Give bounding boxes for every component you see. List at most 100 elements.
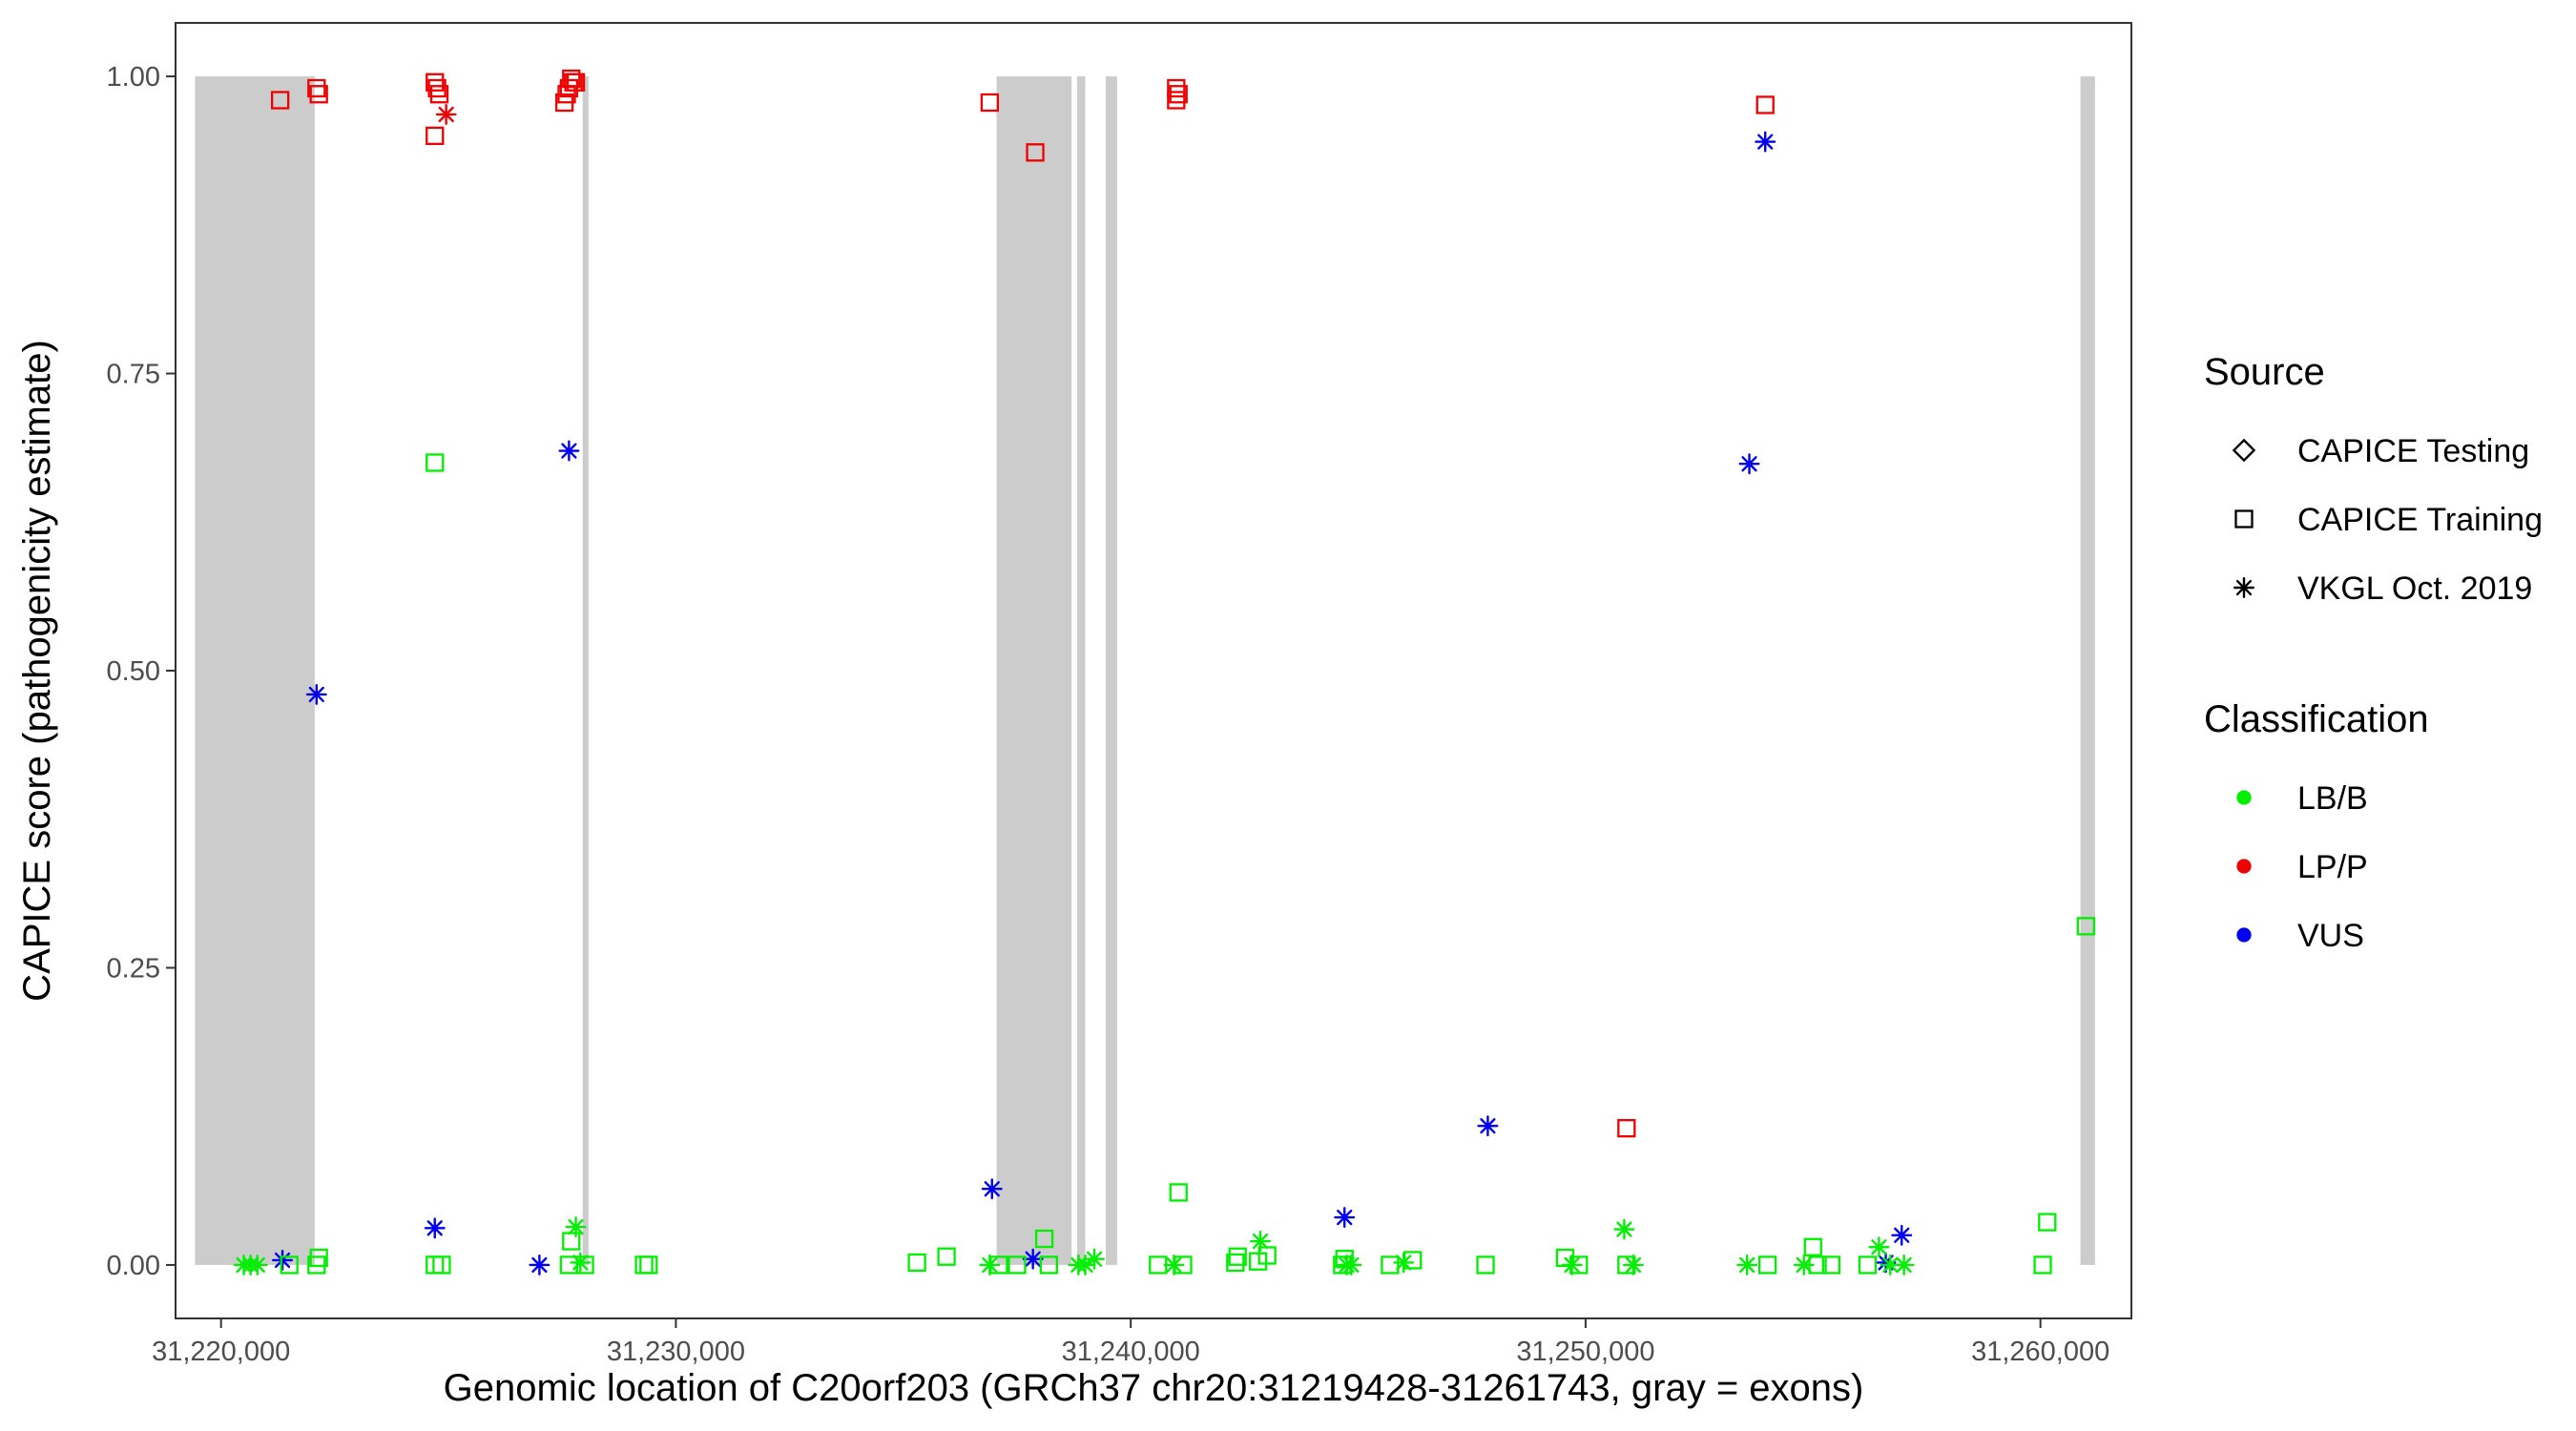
data-point-square [309, 85, 328, 104]
series-vus [272, 131, 1913, 1275]
asterisk-stroke [1625, 1256, 1642, 1274]
data-point-asterisk [1622, 1254, 1644, 1275]
asterisk-stroke [1739, 1256, 1755, 1274]
data-point-asterisk [981, 1178, 1003, 1200]
data-point-asterisk [1340, 1254, 1362, 1275]
asterisk-stroke [1796, 1256, 1812, 1274]
data-point-square [2033, 1255, 2052, 1275]
legend-key-diamond [2232, 438, 2256, 463]
data-point-asterisk [1891, 1224, 1913, 1246]
data-point-square [1381, 1255, 1400, 1275]
asterisk-stroke [1025, 1251, 1041, 1267]
data-point-asterisk [1755, 131, 1776, 153]
data-point-square [989, 1255, 1008, 1275]
data-point-square [432, 1255, 451, 1275]
y-tick-label: 0.00 [107, 1251, 160, 1281]
asterisk-stroke [1741, 456, 1757, 472]
asterisk-stroke [1480, 1118, 1496, 1134]
data-point-asterisk [1477, 1115, 1499, 1137]
data-point-square [575, 1255, 594, 1275]
legend-label: CAPICE Training [2297, 502, 2543, 538]
exon-band [195, 76, 315, 1265]
legend-label: CAPICE Testing [2297, 433, 2529, 469]
asterisk-stroke [438, 106, 454, 123]
series-lp-p [271, 69, 1775, 1138]
data-point-square [309, 1248, 328, 1268]
y-tick-label: 1.00 [107, 62, 160, 93]
x-axis-title: Genomic location of C20orf203 (GRCh37 ch… [444, 1367, 1864, 1409]
x-tick-label: 31,240,000 [1062, 1337, 1200, 1367]
data-point-square [1757, 1255, 1777, 1275]
legend-source: Source CAPICE Testing CAPICE Training VKGL … [2204, 351, 2543, 607]
data-point-asterisk [558, 440, 580, 462]
series-lb-b [233, 453, 2095, 1275]
data-point-square [1167, 78, 1186, 98]
x-tick-label: 31,250,000 [1516, 1337, 1654, 1367]
data-point-square [1039, 1255, 1058, 1275]
legend-label: VUS [2297, 918, 2364, 954]
legend-label: LB/B [2297, 780, 2368, 817]
legend: Source CAPICE Testing CAPICE Training VKGL … [2204, 351, 2543, 954]
data-point-asterisk [565, 1216, 587, 1238]
x-tick-label: 31,260,000 [1971, 1337, 2109, 1367]
asterisk-stroke [2235, 579, 2253, 596]
data-point-square [427, 78, 447, 98]
data-point-square [280, 1255, 299, 1275]
exon-bands [195, 76, 2095, 1265]
y-tick-label: 0.75 [107, 360, 160, 390]
data-point-square [1174, 1255, 1193, 1275]
legend-label: VKGL Oct. 2019 [2297, 570, 2532, 607]
exon-band [1105, 76, 1117, 1265]
asterisk-stroke [984, 1181, 1000, 1197]
exon-band [2080, 76, 2095, 1265]
asterisk-stroke [1252, 1233, 1269, 1250]
data-points [233, 69, 2095, 1275]
legend-title: Classification [2204, 698, 2429, 740]
asterisk-stroke [1337, 1209, 1353, 1226]
data-point-square [426, 126, 445, 146]
asterisk-stroke [308, 686, 324, 703]
data-point-square [2038, 1213, 2057, 1232]
data-point-square [1034, 1229, 1054, 1249]
data-point-square [271, 91, 290, 110]
data-point-asterisk [529, 1254, 551, 1275]
data-point-square [1617, 1119, 1636, 1138]
data-point-square [307, 78, 326, 98]
data-point-square [1403, 1251, 1423, 1270]
legend-key-dot [2236, 790, 2252, 805]
data-point-asterisk [1738, 453, 1760, 475]
asterisk-stroke [1564, 1256, 1580, 1274]
data-point-square [1476, 1255, 1495, 1275]
legend-key-asterisk [2233, 577, 2254, 598]
legend-classification: Classification LB/B LP/P VUS [2204, 698, 2429, 954]
asterisk-stroke [1757, 134, 1774, 150]
data-point-square [554, 93, 574, 113]
data-point-square [1226, 1253, 1245, 1273]
data-point-square [1169, 1183, 1188, 1202]
legend-title: Source [2204, 351, 2325, 393]
data-point-square [1026, 143, 1045, 162]
data-point-square [1821, 1255, 1840, 1275]
asterisk-stroke [1616, 1221, 1632, 1237]
data-point-asterisk [1736, 1254, 1758, 1275]
asterisk-stroke [1896, 1256, 1912, 1274]
x-axis: 31,220,000 31,230,000 31,240,000 31,250,000… [152, 1318, 2109, 1367]
y-axis: 0.00 0.25 0.50 0.75 1.00 [107, 62, 176, 1281]
data-point-square [937, 1247, 956, 1266]
legend-key-dot [2236, 859, 2252, 874]
y-axis-title: CAPICE score (pathogenicity estimate) [16, 340, 58, 1002]
legend-label: LP/P [2297, 849, 2368, 885]
x-tick-label: 31,230,000 [607, 1337, 745, 1367]
data-point-square [1808, 1255, 1827, 1275]
data-point-square [559, 78, 579, 98]
data-point-square [2076, 917, 2095, 936]
asterisk-stroke [561, 443, 577, 459]
data-point-square [1858, 1255, 1878, 1275]
data-point-square [1228, 1247, 1247, 1266]
legend-key-square [2234, 509, 2254, 529]
asterisk-stroke [1871, 1239, 1887, 1255]
exon-band [1076, 76, 1086, 1265]
data-point-asterisk [424, 1217, 446, 1239]
data-point-square [907, 1253, 926, 1273]
